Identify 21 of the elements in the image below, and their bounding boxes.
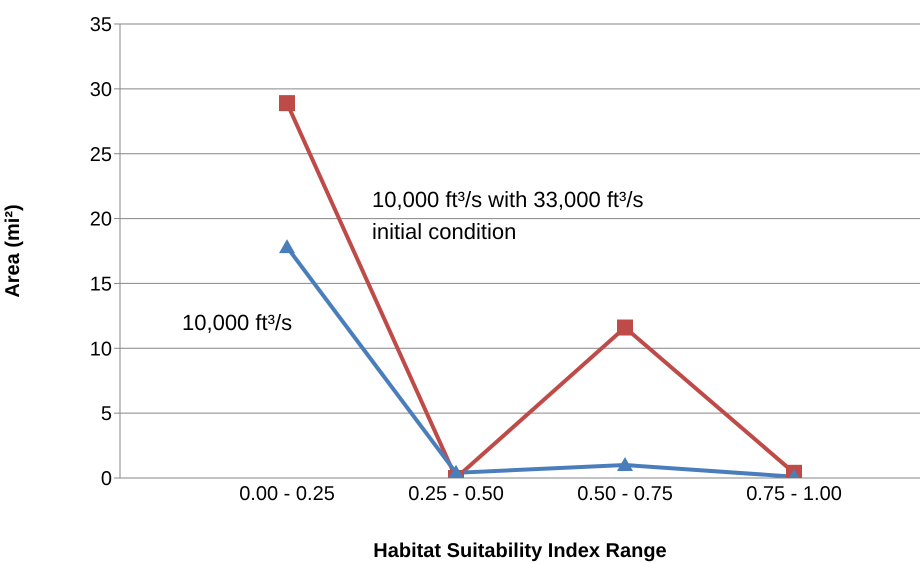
x-axis-title: Habitat Suitability Index Range — [373, 540, 667, 562]
y-tick-label: 30 — [90, 78, 112, 101]
point — [448, 464, 464, 478]
point — [617, 320, 633, 336]
y-tick-label: 5 — [100, 403, 112, 426]
y-tick-label: 20 — [90, 208, 112, 231]
point — [279, 95, 295, 112]
x-tick-label: 0.25 - 0.50 — [408, 483, 504, 506]
y-axis-title: Area (mi²) — [2, 204, 24, 298]
x-tick-label: 0.75 - 1.00 — [746, 483, 842, 506]
series-label: 10,000 ft³/s — [182, 310, 292, 336]
y-tick-label: 15 — [90, 274, 112, 296]
y-tick-label: 25 — [90, 144, 112, 166]
x-tick-label: 0.00 - 0.25 — [239, 483, 335, 506]
y-tick-label: 0 — [100, 468, 112, 490]
series-label: 10,000 ft³/s with 33,000 ft³/s initial condition — [372, 187, 644, 244]
y-tick-label: 10 — [90, 338, 112, 360]
point — [279, 239, 295, 254]
y-tick-label: 35 — [90, 14, 112, 36]
point — [617, 457, 633, 472]
x-tick-label: 0.50 - 0.75 — [577, 483, 673, 506]
